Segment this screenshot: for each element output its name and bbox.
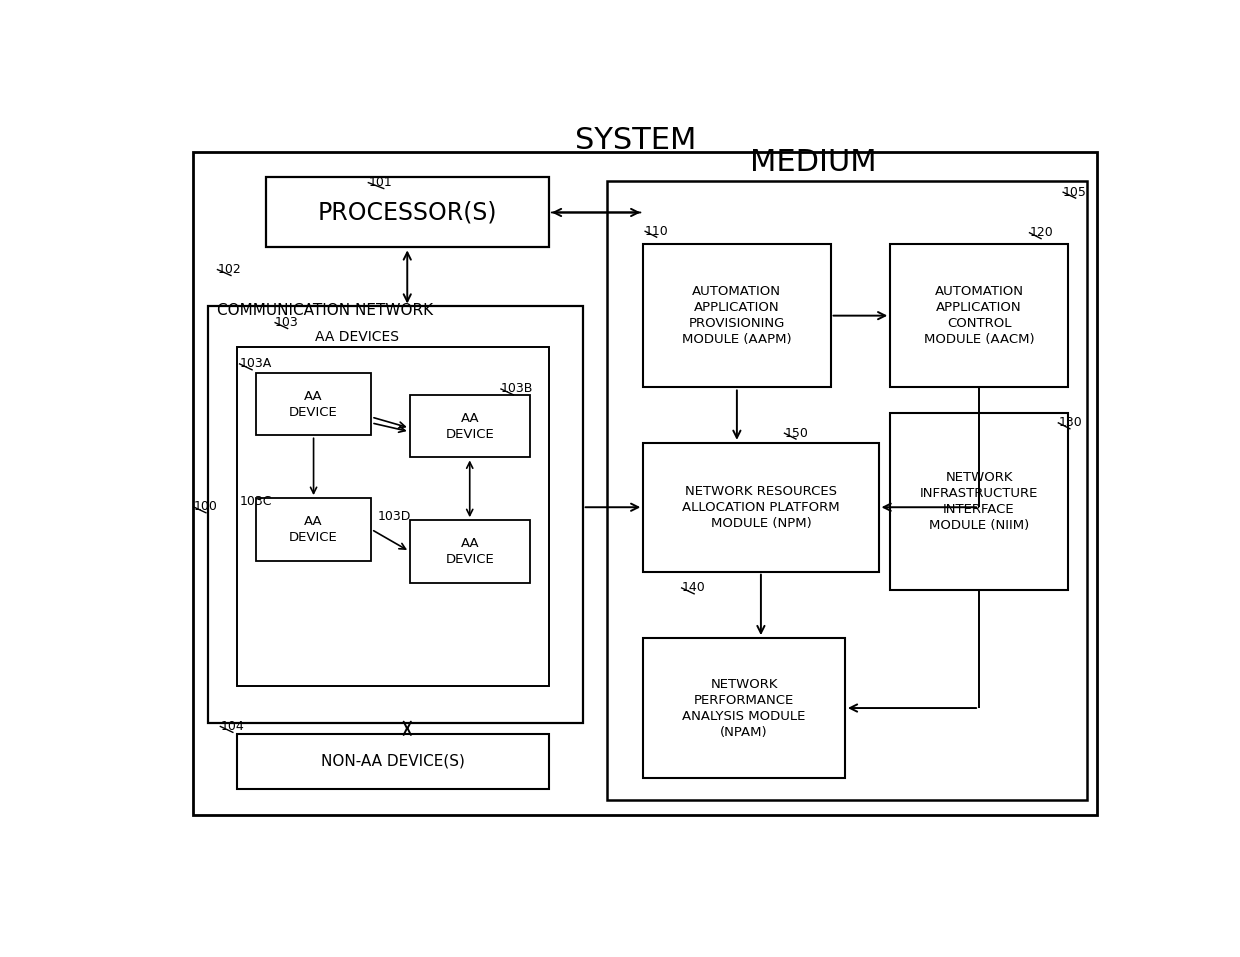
Bar: [409, 521, 529, 583]
Bar: [265, 177, 549, 248]
Text: MEDIUM: MEDIUM: [750, 148, 877, 177]
Text: AA DEVICES: AA DEVICES: [315, 330, 399, 345]
Text: 103: 103: [275, 316, 299, 329]
Bar: [237, 734, 549, 790]
Text: 150: 150: [785, 427, 808, 439]
Text: 102: 102: [217, 263, 242, 276]
Bar: [208, 306, 583, 723]
Text: 104: 104: [221, 720, 244, 733]
Text: NETWORK
PERFORMANCE
ANALYSIS MODULE
(NPAM): NETWORK PERFORMANCE ANALYSIS MODULE (NPA…: [682, 678, 806, 739]
Text: AA
DEVICE: AA DEVICE: [289, 389, 339, 418]
Text: 120: 120: [1029, 226, 1053, 239]
Text: AA
DEVICE: AA DEVICE: [445, 412, 494, 440]
Text: COMMUNICATION NETWORK: COMMUNICATION NETWORK: [217, 302, 434, 318]
Bar: [644, 443, 879, 571]
Text: 103D: 103D: [378, 510, 412, 523]
Bar: [890, 413, 1068, 590]
Text: 100: 100: [193, 501, 217, 513]
Bar: [890, 244, 1068, 388]
Bar: [644, 244, 831, 388]
Text: AUTOMATION
APPLICATION
PROVISIONING
MODULE (AAPM): AUTOMATION APPLICATION PROVISIONING MODU…: [682, 285, 791, 346]
Text: AA
DEVICE: AA DEVICE: [289, 515, 339, 544]
Text: 140: 140: [682, 582, 706, 594]
Text: AUTOMATION
APPLICATION
CONTROL
MODULE (AACM): AUTOMATION APPLICATION CONTROL MODULE (A…: [924, 285, 1034, 346]
Text: PROCESSOR(S): PROCESSOR(S): [317, 200, 497, 225]
Bar: [606, 181, 1087, 800]
Bar: [237, 347, 549, 686]
Text: NETWORK
INFRASTRUCTURE
INTERFACE
MODULE (NIIM): NETWORK INFRASTRUCTURE INTERFACE MODULE …: [920, 471, 1038, 532]
Text: 103B: 103B: [501, 383, 533, 395]
Text: SYSTEM: SYSTEM: [575, 126, 696, 155]
Bar: [255, 498, 371, 561]
Text: 101: 101: [368, 176, 392, 189]
Text: NON-AA DEVICE(S): NON-AA DEVICE(S): [321, 754, 465, 769]
Bar: [409, 395, 529, 457]
Bar: [644, 638, 844, 778]
Text: 103C: 103C: [239, 495, 272, 508]
Text: NETWORK RESOURCES
ALLOCATION PLATFORM
MODULE (NPM): NETWORK RESOURCES ALLOCATION PLATFORM MO…: [682, 485, 839, 530]
Text: 110: 110: [645, 225, 668, 237]
Text: 130: 130: [1058, 416, 1083, 430]
Text: 105: 105: [1063, 186, 1087, 199]
Text: 103A: 103A: [239, 357, 272, 370]
Bar: [255, 373, 371, 435]
Text: AA
DEVICE: AA DEVICE: [445, 537, 494, 566]
